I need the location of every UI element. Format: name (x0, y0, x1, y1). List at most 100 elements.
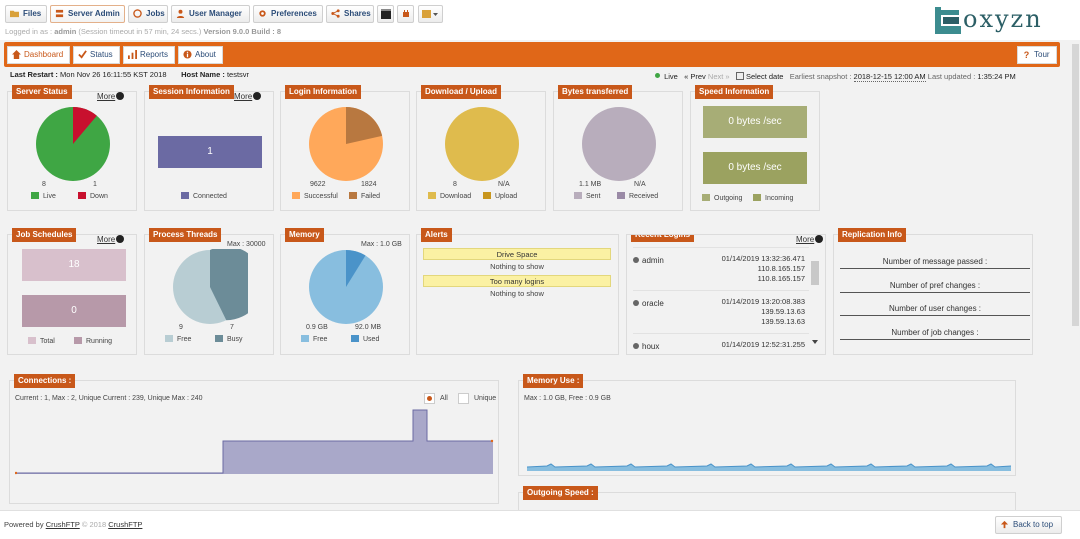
user-icon (633, 257, 639, 263)
tab-dashboard[interactable]: Dashboard (7, 46, 70, 64)
job-schedules-panel: Job Schedules More 18 0 Total Running (7, 228, 137, 355)
files-button[interactable]: Files (5, 5, 47, 23)
next-link[interactable]: Next » (707, 72, 730, 81)
memory-panel: Memory Max : 1.0 GB 0.9 GB 92.0 MB Free … (280, 228, 410, 355)
tab-about[interactable]: About (178, 46, 223, 64)
panel-title: Login Information (285, 85, 361, 99)
total-jobs-count: 18 (22, 249, 126, 281)
legend-download: Download (428, 192, 471, 200)
logo-text: oxyzn (963, 5, 1043, 33)
preferences-button[interactable]: Preferences (253, 5, 323, 23)
running-jobs-count: 0 (22, 295, 126, 327)
plug-icon (403, 10, 409, 17)
last-restart: Last Restart : Mon Nov 26 16:11:55 KST 2… (10, 70, 250, 79)
prev-link[interactable]: « Prev (684, 72, 706, 81)
alert-heading: Too many logins (423, 275, 611, 287)
user-icon (633, 343, 639, 349)
panel-title: Replication Info (838, 228, 906, 242)
server-admin-button[interactable]: Server Admin (50, 5, 125, 23)
more-link[interactable]: More (97, 92, 125, 101)
list-item[interactable]: oracle 01/14/2019 13:20:08.383 139.59.13… (633, 290, 809, 332)
tab-reports[interactable]: Reports (123, 46, 175, 64)
legend-mem-free: Free (301, 335, 327, 343)
more-icon (116, 92, 125, 100)
more-icon (116, 235, 125, 243)
panel-title: Server Status (12, 85, 72, 99)
legend-free: Free (165, 335, 191, 343)
info-icon (183, 50, 192, 59)
alert-heading: Drive Space (423, 248, 611, 260)
more-icon (253, 92, 262, 100)
incoming-speed-value: 0 bytes /sec (703, 152, 807, 184)
legend-incoming: Incoming (753, 194, 793, 202)
share-icon (331, 9, 340, 18)
outgoing-speed-value: 0 bytes /sec (703, 106, 807, 138)
replication-row: Number of message passed : (840, 255, 1030, 269)
more-menu-button[interactable] (418, 5, 443, 23)
live-link[interactable]: Live (664, 72, 678, 81)
terminal-button[interactable] (377, 5, 394, 23)
reports-icon (128, 50, 137, 59)
panel-title: Alerts (421, 228, 452, 242)
download-upload-panel: Download / Upload 8 N/A Download Upload (416, 85, 546, 211)
replication-row: Number of user changes : (840, 302, 1030, 316)
replication-row: Number of pref changes : (840, 279, 1030, 293)
legend-connected: Connected (181, 192, 227, 200)
unique-checkbox[interactable] (458, 393, 469, 404)
memory-pie (309, 249, 383, 324)
shares-button[interactable]: Shares (326, 5, 374, 23)
legend-running: Running (74, 337, 112, 345)
recent-logins-panel: Recent Logins More admin 01/14/2019 13:3… (626, 234, 826, 355)
scrollbar[interactable] (811, 249, 819, 353)
legend-failed: Failed (349, 192, 380, 200)
panel-title: Memory Use : (523, 374, 584, 388)
legend-upload: Upload (483, 192, 517, 200)
folder-icon (10, 10, 19, 18)
panel-title: Process Threads (149, 228, 222, 242)
bytes-transferred-panel: Bytes transferred 1.1 MB N/A Sent Receiv… (553, 85, 683, 211)
page-scrollbar-thumb[interactable] (1072, 44, 1079, 326)
more-link[interactable]: More (234, 92, 262, 101)
menu-dropdown-icon (422, 10, 438, 18)
back-to-top-button[interactable]: Back to top (995, 516, 1062, 534)
more-link[interactable]: More (796, 235, 824, 244)
panel-title: Connections : (14, 374, 76, 388)
list-item[interactable]: houx 01/14/2019 12:52:31.255 (633, 333, 809, 354)
panel-title: Download / Upload (421, 85, 501, 99)
list-item[interactable]: admin 01/14/2019 13:32:36.471 110.8.165.… (633, 247, 809, 289)
home-icon (12, 50, 21, 59)
panel-title: Outgoing Speed : (523, 486, 598, 500)
plugin-button[interactable] (397, 5, 414, 23)
check-icon (78, 50, 87, 59)
crushftp-link[interactable]: CrushFTP (108, 520, 143, 529)
scrollbar-thumb[interactable] (811, 261, 819, 285)
arrow-up-icon (1000, 520, 1009, 529)
user-manager-button[interactable]: User Manager (171, 5, 250, 23)
process-threads-pie (173, 249, 248, 324)
jobs-button[interactable]: Jobs (128, 5, 168, 23)
calendar-icon[interactable] (735, 72, 744, 80)
login-info-pie (309, 106, 383, 181)
footer-credit: Powered by CrushFTP © 2018 CrushFTP (4, 520, 143, 529)
process-threads-panel: Process Threads Max : 30000 9 7 Free Bus… (144, 228, 274, 355)
panel-title: Recent Logins (631, 235, 695, 242)
select-date-link[interactable]: Select date (745, 72, 784, 81)
earliest-snapshot-value[interactable]: 2018-12-15 12:00 AM (853, 72, 926, 82)
all-checkbox[interactable] (424, 393, 435, 404)
logo-mark-icon (935, 7, 961, 34)
tab-status[interactable]: Status (73, 46, 120, 64)
logo: oxyzn (934, 5, 1074, 36)
dashboard-nav-bar: Dashboard Status Reports About ? Tour (4, 42, 1060, 67)
scroll-down-icon[interactable] (812, 339, 818, 345)
more-link[interactable]: More (97, 235, 125, 244)
legend-total: Total (28, 337, 55, 345)
check-icon (427, 396, 432, 401)
crushftp-link[interactable]: CrushFTP (45, 520, 80, 529)
legend-received: Received (617, 192, 658, 200)
connections-chart (15, 409, 494, 475)
user-icon (176, 9, 185, 18)
tour-button[interactable]: ? Tour (1017, 46, 1057, 64)
outgoing-speed-panel: Outgoing Speed : (518, 486, 1016, 512)
top-bar: Files Server Admin Jobs User Manager Pre… (0, 0, 1080, 40)
legend-live: Live (31, 192, 56, 200)
